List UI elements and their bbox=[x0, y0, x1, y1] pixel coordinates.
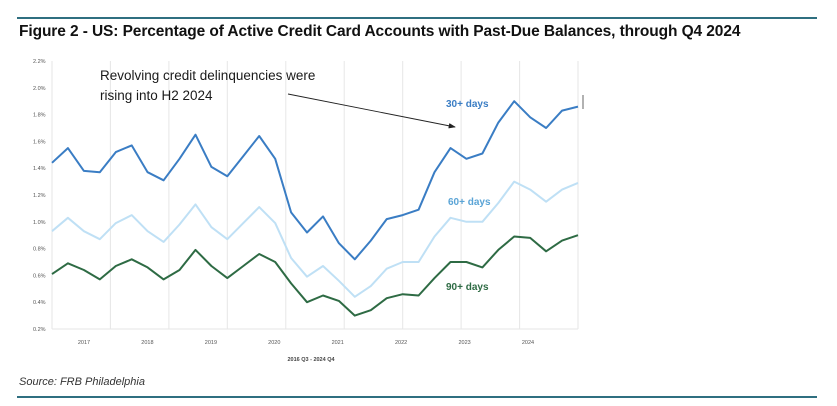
source-note: Source: FRB Philadelphia bbox=[19, 376, 145, 388]
x-axis-label: 2016 Q3 - 2024 Q4 bbox=[287, 357, 335, 363]
y-tick-label: 1.8% bbox=[33, 113, 46, 119]
x-tick-label-2021: 2021 bbox=[332, 340, 344, 346]
x-tick-label-2023: 2023 bbox=[458, 340, 470, 346]
x-tick-label-2019: 2019 bbox=[205, 340, 217, 346]
series-line-90-days bbox=[51, 234, 579, 317]
y-tick-label: 2.0% bbox=[33, 86, 46, 92]
series-line-60-days bbox=[51, 180, 579, 298]
y-tick-label: 0.2% bbox=[33, 327, 46, 333]
x-tick-label-2018: 2018 bbox=[141, 340, 153, 346]
y-tick-label: 0.4% bbox=[33, 300, 46, 306]
y-tick-label: 2.2% bbox=[33, 59, 46, 65]
series-line-30-days bbox=[51, 100, 579, 261]
x-tick-label-2020: 2020 bbox=[268, 340, 280, 346]
top-rule bbox=[17, 17, 817, 19]
y-tick-label: 1.4% bbox=[33, 166, 46, 172]
series-label-90-days: 90+ days bbox=[446, 282, 489, 293]
x-tick-label-2024: 2024 bbox=[522, 340, 534, 346]
bottom-rule bbox=[17, 396, 817, 398]
x-tick-label-2022: 2022 bbox=[395, 340, 407, 346]
y-tick-label: 1.0% bbox=[33, 220, 46, 226]
y-tick-label: 1.2% bbox=[33, 193, 46, 199]
series-label-30-days: 30+ days bbox=[446, 99, 489, 110]
series-label-60-days: 60+ days bbox=[448, 197, 491, 208]
y-tick-label: 1.6% bbox=[33, 139, 46, 145]
x-tick-label-2017: 2017 bbox=[78, 340, 90, 346]
y-tick-label: 0.6% bbox=[33, 273, 46, 279]
annotation-line-2: rising into H2 2024 bbox=[100, 88, 213, 103]
annotation-line-1: Revolving credit delinquencies were bbox=[100, 68, 315, 83]
y-tick-label: 0.8% bbox=[33, 247, 46, 253]
figure-title: Figure 2 - US: Percentage of Active Cred… bbox=[19, 23, 741, 40]
annotation-arrow bbox=[287, 93, 456, 129]
